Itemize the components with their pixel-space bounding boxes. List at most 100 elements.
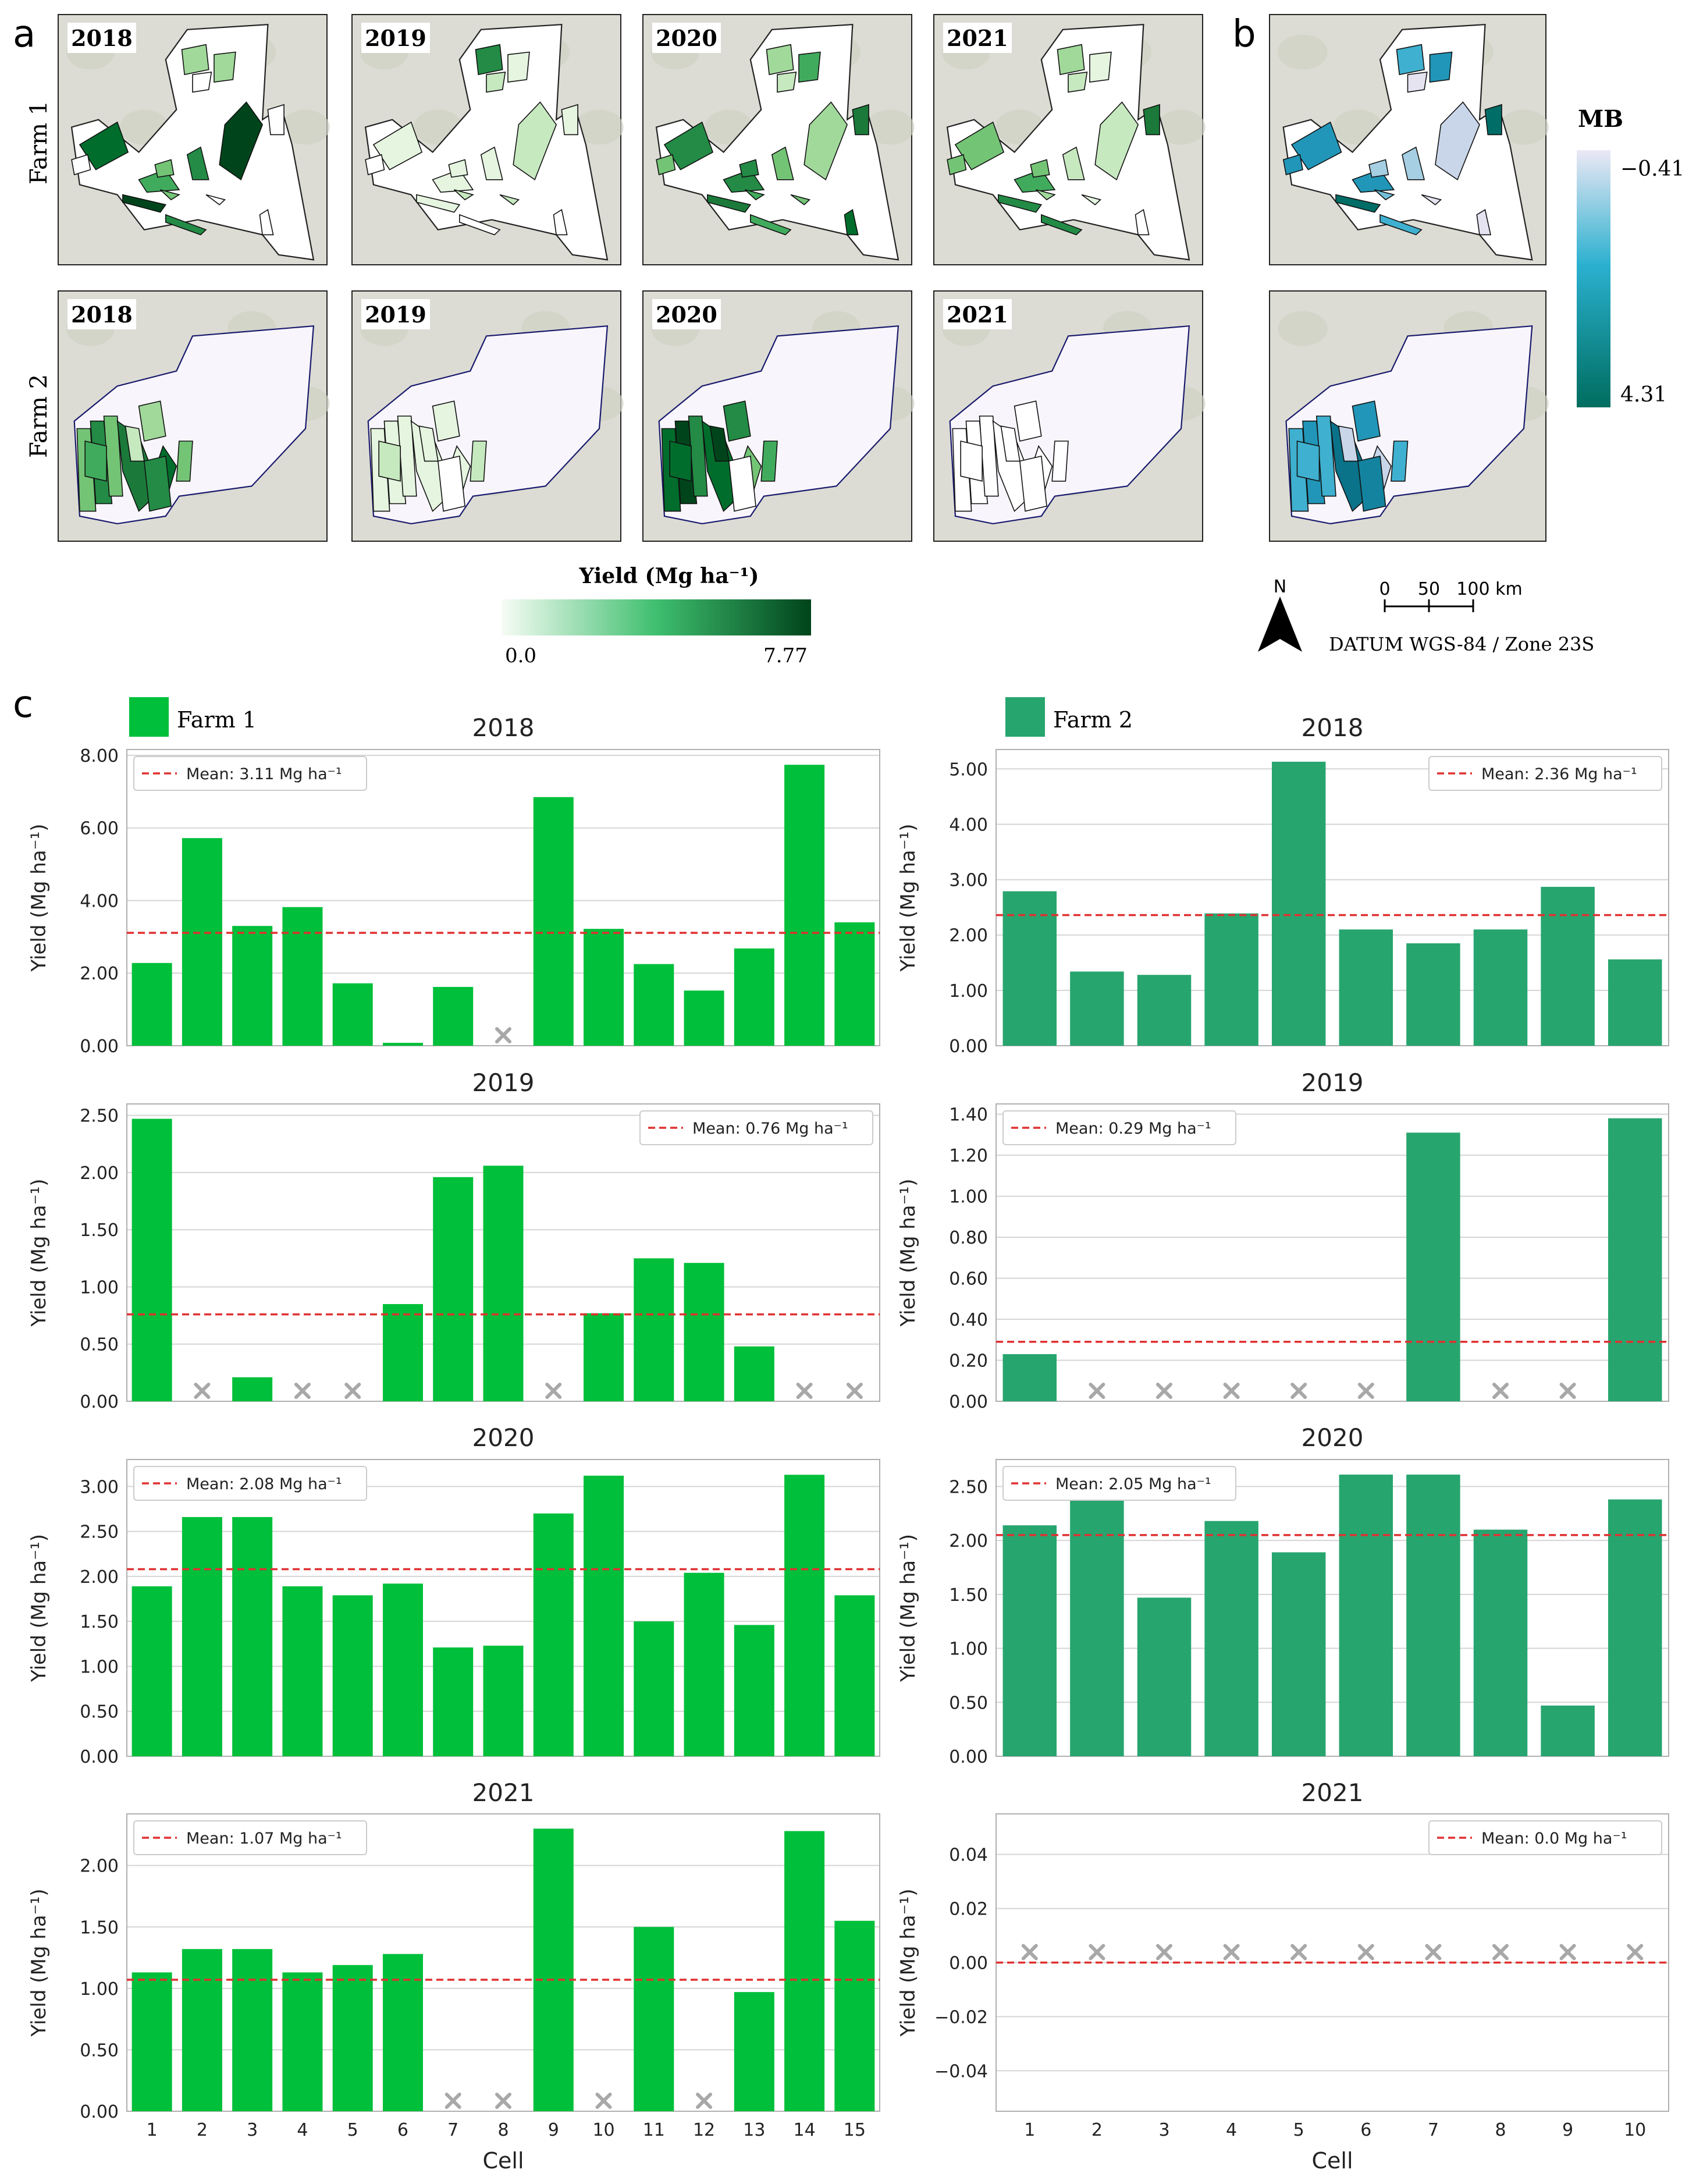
bar [634, 1621, 674, 1756]
plot-frame [126, 1813, 880, 2112]
x-tick-label: 1 [1024, 2120, 1035, 2140]
map-panels: 2018 2019 2020 2021 2018 2019 2020 2021 [58, 15, 1549, 541]
map-farm1-2019: 2019 [352, 15, 624, 265]
missing-marker [1223, 1383, 1240, 1399]
x-tick-label: 6 [397, 2120, 408, 2140]
bar [433, 1177, 474, 1401]
plot-cell [1136, 209, 1149, 235]
mean-legend-label: Mean: 2.08 Mg ha⁻¹ [186, 1475, 342, 1493]
bar [1608, 1499, 1662, 1756]
map-farm1-2018: 2018 [58, 15, 330, 265]
map-shapes [1283, 24, 1533, 260]
plot-cell [1380, 215, 1421, 235]
x-tick-label: 10 [592, 2120, 614, 2140]
mean-legend-box [1002, 1110, 1236, 1145]
y-tick-label: 0.50 [80, 1335, 119, 1355]
plot-cell [664, 122, 713, 170]
plot-cell [123, 195, 166, 212]
plot-cell [729, 456, 756, 512]
legend-swatch-farm2 [1005, 697, 1045, 737]
map-shapes [365, 24, 607, 260]
bar [433, 1647, 474, 1756]
missing-marker [495, 1027, 511, 1043]
map-texture [281, 109, 330, 145]
plot-cell [745, 190, 764, 200]
y-tick-label: 0.50 [80, 1702, 119, 1723]
y-tick-label: 1.00 [949, 1639, 988, 1660]
bar [1541, 1705, 1595, 1756]
bar [734, 948, 774, 1046]
bar [634, 1927, 674, 2111]
bar [1473, 1529, 1528, 1756]
y-tick-label: 0.00 [80, 2102, 119, 2122]
y-tick-label: 2.00 [949, 1531, 988, 1551]
panel-b-label: b [1232, 13, 1256, 56]
plot-cell [1397, 45, 1425, 75]
plot-cell [260, 209, 273, 235]
chart-title: 2020 [472, 1423, 535, 1452]
missing-marker [545, 1383, 562, 1399]
plot-cell [161, 190, 179, 200]
missing-marker [1357, 1944, 1374, 1961]
mean-legend-box [133, 1466, 367, 1501]
bar [232, 1517, 273, 1756]
plot-frame [995, 749, 1669, 1046]
x-tick-label: 7 [447, 2120, 458, 2140]
y-tick-label: 0.80 [949, 1228, 988, 1248]
y-tick-label: 1.50 [949, 1585, 988, 1606]
missing-marker [294, 1383, 311, 1399]
plot-cell [955, 122, 1004, 170]
plot-cell [1375, 190, 1394, 200]
plot-cell [1030, 159, 1049, 177]
bar [382, 1304, 423, 1401]
plot-frame [995, 1459, 1669, 1757]
plot-cell [1336, 195, 1380, 212]
y-tick-label: 2.00 [80, 1856, 119, 1877]
plot-cell [365, 155, 384, 175]
bar [1406, 1132, 1460, 1401]
y-tick-label: 0.00 [80, 1747, 119, 1767]
chart-farm1-2018: 0.00 2.00 4.00 6.00 8.00 2018 Yield (Mg ha⁻¹) M… [27, 713, 880, 1057]
panel-a-label: a [13, 13, 35, 56]
map-texture [575, 109, 624, 145]
plot-cell [777, 72, 796, 92]
plot-cell [470, 441, 486, 481]
map-shapes [74, 326, 314, 524]
missing-marker [495, 2093, 511, 2109]
plot-cell [1430, 52, 1452, 83]
y-tick-label: 0.00 [80, 1392, 119, 1412]
bar [533, 1513, 574, 1756]
map-texture [866, 109, 915, 145]
bar-charts: 0.00 2.00 4.00 6.00 8.00 2018 Yield (Mg ha⁻¹) M… [27, 713, 1669, 2174]
mean-legend-label: Mean: 0.0 Mg ha⁻¹ [1481, 1830, 1627, 1848]
y-tick-label: 3.00 [949, 871, 988, 891]
map-farm1-2021: 2021 [934, 15, 1206, 265]
y-axis-label: Yield (Mg ha⁻¹) [897, 1889, 920, 2037]
y-tick-label: 0.50 [80, 2040, 119, 2061]
y-tick-label: 1.00 [949, 981, 988, 1002]
y-tick-label: 0.00 [949, 1392, 988, 1412]
x-tick-label: 8 [497, 2120, 509, 2140]
bar [131, 963, 172, 1046]
plot-cell [176, 441, 193, 481]
scale-label-0: 0 [1379, 579, 1390, 599]
plot-cell [1421, 195, 1441, 205]
plot-cell [707, 195, 751, 212]
missing-marker [1425, 1944, 1442, 1961]
bar [282, 1972, 323, 2111]
x-tick-label: 9 [1562, 2120, 1573, 2140]
map-shapes [659, 326, 898, 524]
plot-cell [1297, 441, 1320, 481]
bar [1137, 1597, 1192, 1756]
bar [282, 1586, 323, 1756]
mean-legend-box [1002, 1466, 1236, 1501]
missing-marker [1021, 1944, 1038, 1961]
chart-title: 2020 [1302, 1423, 1364, 1452]
y-axis-label: Yield (Mg ha⁻¹) [27, 1179, 51, 1327]
x-tick-label: 2 [1091, 2120, 1103, 2140]
bar [584, 1313, 624, 1401]
x-tick-label: 9 [548, 2120, 559, 2140]
y-tick-label: 0.00 [949, 1036, 988, 1057]
bar [1070, 1483, 1124, 1756]
